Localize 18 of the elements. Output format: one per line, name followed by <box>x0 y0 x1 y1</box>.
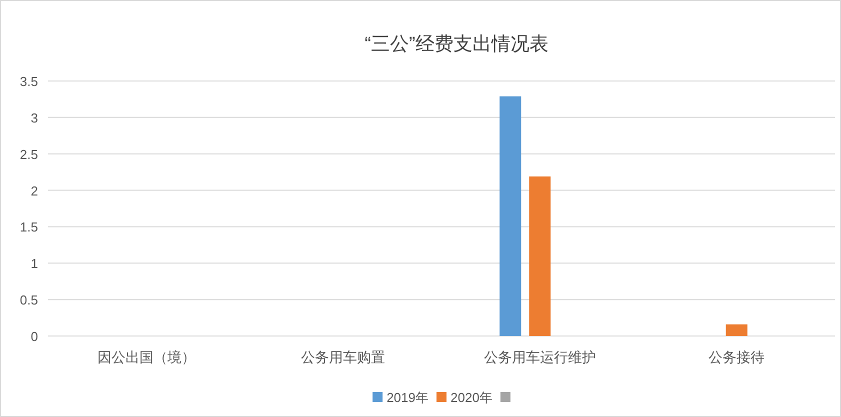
bar <box>726 324 748 336</box>
y-tick-label: 2.5 <box>20 146 38 162</box>
x-tick-label: 公务接待 <box>708 349 765 365</box>
y-tick-label: 0 <box>30 329 38 344</box>
y-tick-label: 1 <box>30 256 38 272</box>
y-tick-label: 0.5 <box>20 292 38 308</box>
bar <box>529 176 551 336</box>
y-tick-label: 2 <box>30 183 38 198</box>
legend-label: 2020年 <box>450 390 492 405</box>
x-tick-label: 因公出国（境） <box>97 349 196 365</box>
y-tick-label: 1.5 <box>20 220 38 235</box>
x-tick-label: 公务用车运行维护 <box>484 349 596 365</box>
bar <box>500 96 522 336</box>
y-tick-label: 3 <box>30 110 38 126</box>
x-tick-label: 公务用车购置 <box>301 349 386 365</box>
legend-label: 2019年 <box>386 390 428 405</box>
y-tick-label: 3.5 <box>20 74 38 89</box>
chart-title: “三公”经费支出情况表 <box>364 34 548 55</box>
